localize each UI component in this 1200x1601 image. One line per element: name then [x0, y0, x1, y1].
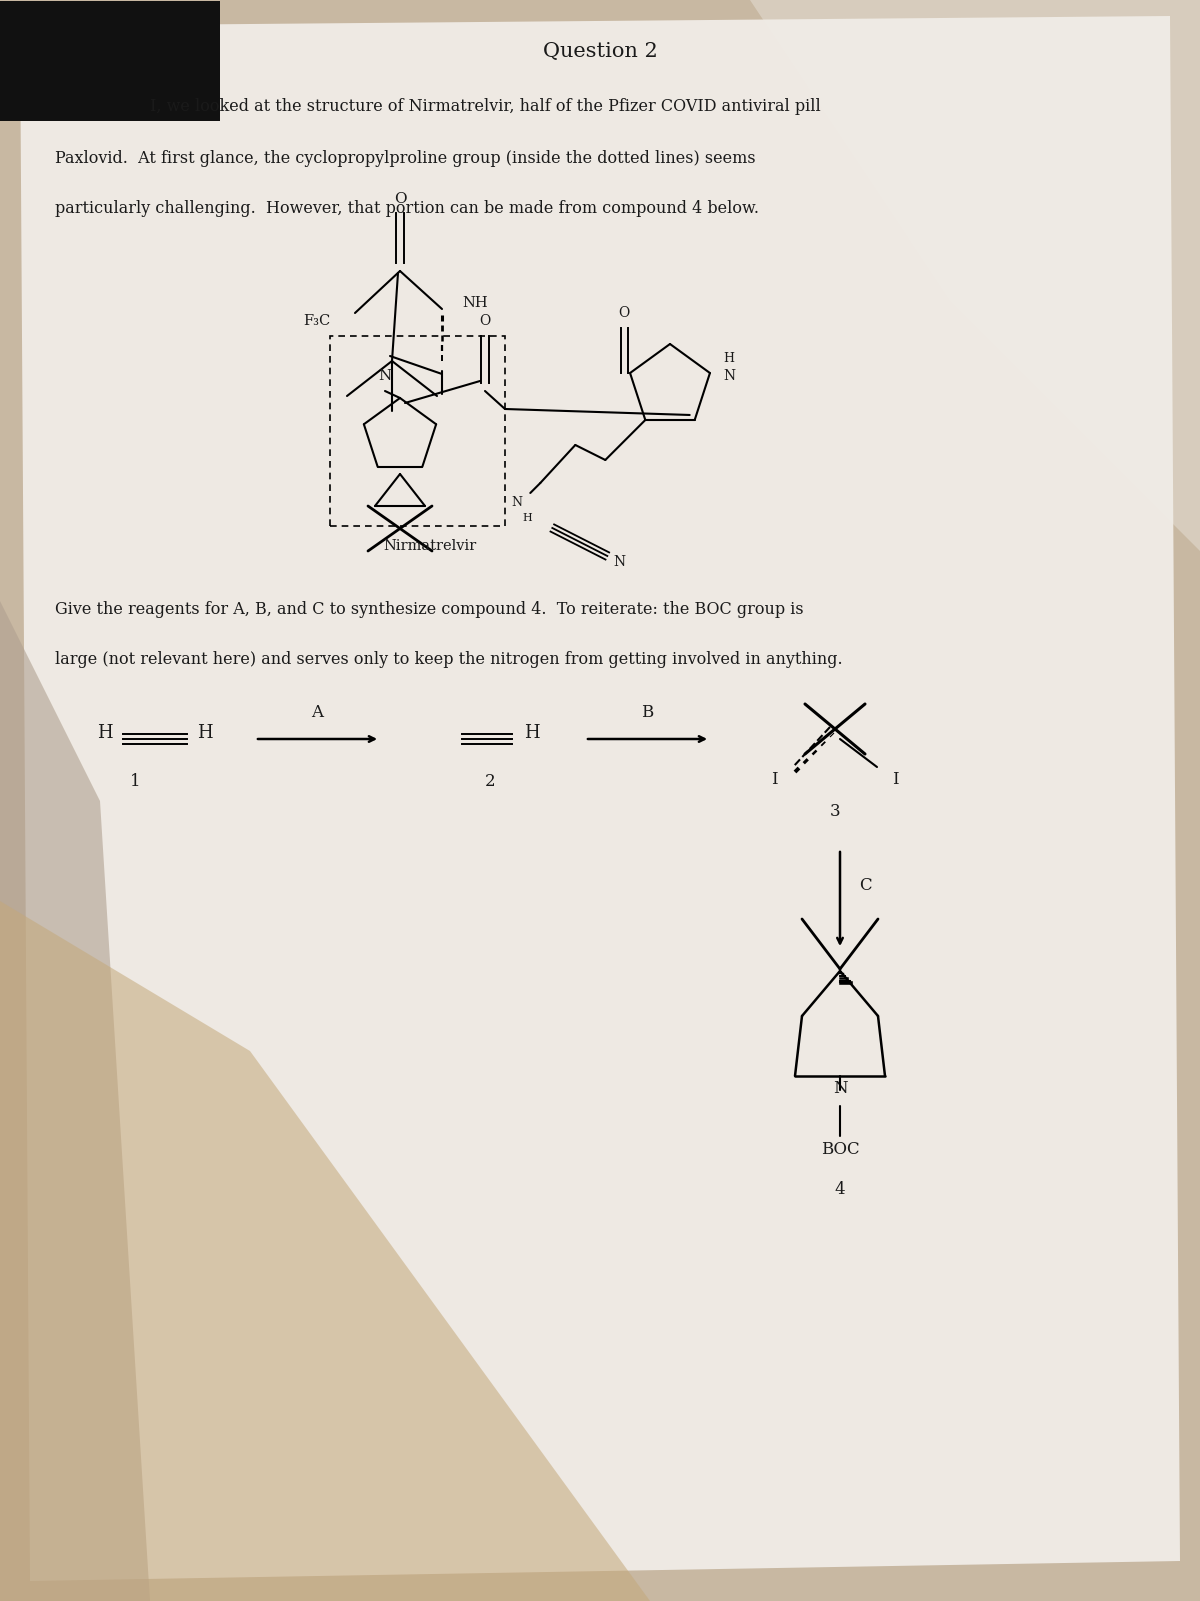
Text: H: H — [722, 352, 734, 365]
Bar — [330, 336, 505, 527]
Text: I: I — [892, 770, 899, 788]
Polygon shape — [750, 0, 1200, 551]
Text: F₃C: F₃C — [302, 314, 330, 328]
Text: N: N — [613, 556, 625, 568]
Text: Question 2: Question 2 — [542, 42, 658, 61]
Text: large (not relevant here) and serves only to keep the nitrogen from getting invo: large (not relevant here) and serves onl… — [55, 650, 842, 668]
Bar — [0, 2, 220, 122]
Text: H: H — [197, 724, 212, 741]
Text: H: H — [97, 724, 113, 741]
Text: 3: 3 — [829, 802, 840, 820]
Text: O: O — [479, 314, 491, 328]
Polygon shape — [0, 901, 650, 1601]
Text: N: N — [378, 368, 391, 383]
Text: N: N — [833, 1079, 847, 1097]
Text: 4: 4 — [835, 1180, 845, 1198]
Text: particularly challenging.  However, that portion can be made from compound 4 bel: particularly challenging. However, that … — [55, 200, 760, 216]
Polygon shape — [20, 16, 1180, 1582]
Text: BOC: BOC — [821, 1140, 859, 1158]
Text: 1: 1 — [130, 773, 140, 789]
Text: O: O — [394, 192, 407, 207]
Text: I, we looked at the structure of Nirmatrelvir, half of the Pfizer COVID antivira: I, we looked at the structure of Nirmatr… — [150, 98, 821, 115]
Text: NH: NH — [462, 296, 487, 311]
Text: B: B — [641, 704, 654, 720]
Text: Nirmatrelvir: Nirmatrelvir — [383, 540, 476, 552]
Text: Give the reagents for A, B, and C to synthesize compound 4.  To reiterate: the B: Give the reagents for A, B, and C to syn… — [55, 600, 804, 618]
Text: C: C — [859, 877, 871, 893]
Text: O: O — [618, 306, 630, 320]
Text: H: H — [524, 724, 540, 741]
Text: I: I — [772, 770, 778, 788]
Text: A: A — [312, 704, 324, 720]
Text: 2: 2 — [485, 773, 496, 789]
Text: N: N — [511, 496, 522, 509]
Text: Paxlovid.  At first glance, the cyclopropylproline group (inside the dotted line: Paxlovid. At first glance, the cycloprop… — [55, 149, 756, 167]
Polygon shape — [0, 600, 150, 1601]
Text: H: H — [522, 512, 533, 524]
Text: N: N — [722, 368, 736, 383]
